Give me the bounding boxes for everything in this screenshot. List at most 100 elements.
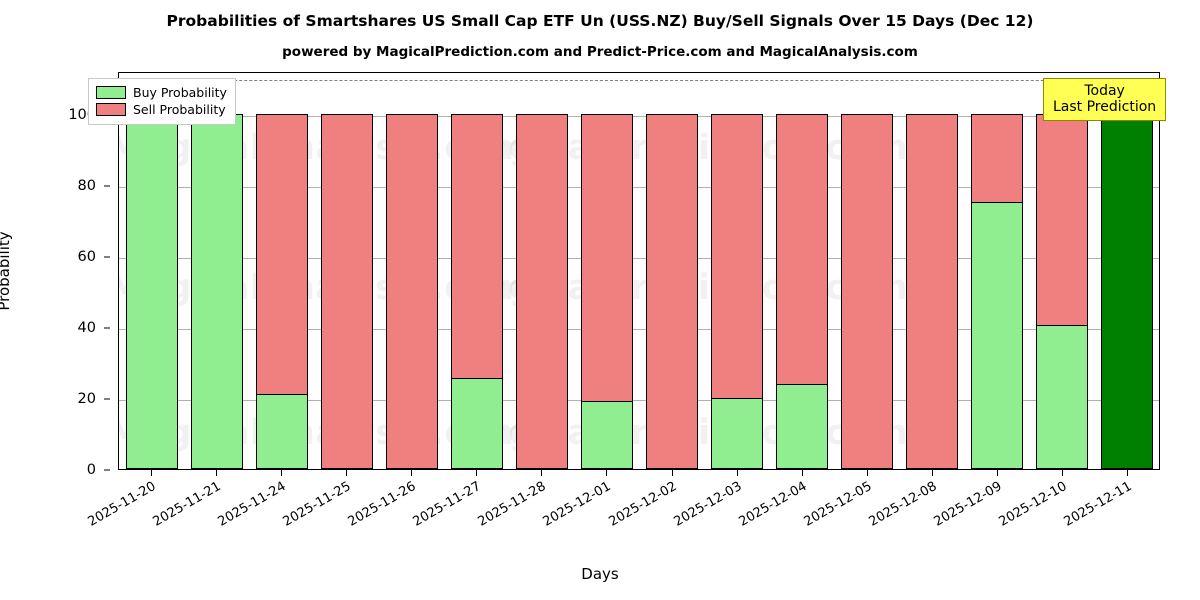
bar-segment-sell[interactable]	[970, 113, 1023, 203]
bar-slot[interactable]	[899, 73, 964, 469]
bar-slot[interactable]	[639, 73, 704, 469]
today-annotation-line2: Last Prediction	[1053, 99, 1157, 116]
y-tick-mark	[104, 185, 110, 187]
bar-slot[interactable]	[834, 73, 899, 469]
bar-segment-sell[interactable]	[905, 113, 958, 469]
bar-slot[interactable]	[509, 73, 574, 469]
y-tick-label: 20	[77, 390, 96, 407]
y-axis-ticks: 0 20 40 60 80 100	[0, 72, 110, 478]
bar-segment-sell[interactable]	[840, 113, 893, 469]
bar-segment-sell[interactable]	[775, 113, 828, 384]
gridline	[119, 328, 1159, 330]
bar-series-container	[119, 73, 1159, 469]
bar-slot[interactable]	[444, 73, 509, 469]
bar-segment-sell[interactable]	[515, 113, 568, 469]
threshold-dashed-line	[119, 80, 1159, 82]
gridlines	[119, 73, 1159, 469]
x-tick-mark	[1062, 470, 1064, 476]
stacked-bar[interactable]	[1035, 73, 1088, 469]
y-tick-mark	[104, 256, 110, 258]
y-tick-mark	[104, 327, 110, 329]
legend-label-buy: Buy Probability	[133, 85, 227, 100]
y-axis-label: Probability	[0, 231, 13, 311]
x-tick-mark	[997, 470, 999, 476]
bar-slot[interactable]	[1094, 73, 1159, 469]
x-tick-mark	[345, 470, 347, 476]
bar-segment-sell[interactable]	[645, 113, 698, 469]
stacked-bar[interactable]	[970, 73, 1023, 469]
stacked-bar[interactable]	[255, 73, 308, 469]
y-tick-mark	[104, 398, 110, 400]
stacked-bar[interactable]	[840, 73, 893, 469]
bar-segment-buy[interactable]	[255, 394, 308, 469]
y-tick-mark	[104, 469, 110, 471]
chart-subtitle: powered by MagicalPrediction.com and Pre…	[282, 44, 918, 60]
bar-slot[interactable]	[769, 73, 834, 469]
bar-segment-sell[interactable]	[320, 113, 373, 469]
bar-slot[interactable]	[704, 73, 769, 469]
x-tick-mark	[932, 470, 934, 476]
y-tick-label: 80	[77, 177, 96, 194]
x-axis-label: Days	[581, 565, 619, 583]
legend-item-buy: Buy Probability	[96, 84, 227, 101]
page-title: Probabilities of Smartshares US Small Ca…	[166, 12, 1034, 30]
x-axis-ticks: 2025-11-20 2025-11-21 2025-11-24 2025-11-25…	[85, 470, 1160, 580]
stacked-bar[interactable]	[190, 73, 243, 469]
today-annotation-line1: Today	[1084, 83, 1125, 99]
stacked-bar[interactable]	[905, 73, 958, 469]
x-tick-mark	[476, 470, 478, 476]
bar-slot[interactable]	[379, 73, 444, 469]
x-tick-mark	[736, 470, 738, 476]
gridline	[119, 115, 1159, 117]
bar-segment-sell[interactable]	[255, 113, 308, 395]
x-tick-mark	[215, 470, 217, 476]
bar-segment-sell[interactable]	[710, 113, 763, 398]
y-tick-label: 0	[86, 462, 96, 478]
legend-swatch-sell-icon	[96, 103, 126, 116]
stacked-bar[interactable]	[320, 73, 373, 469]
stacked-bar[interactable]	[450, 73, 503, 469]
bar-slot[interactable]	[314, 73, 379, 469]
bar-segment-buy[interactable]	[970, 202, 1023, 469]
stacked-bar[interactable]	[1100, 73, 1153, 469]
today-annotation: Today Last Prediction	[1043, 78, 1167, 122]
bar-slot[interactable]	[1029, 73, 1094, 469]
y-tick-label: 40	[77, 319, 96, 336]
y-tick-label: 60	[77, 248, 96, 265]
bar-segment-buy[interactable]	[1035, 325, 1088, 469]
gridline	[119, 399, 1159, 401]
legend-item-sell: Sell Probability	[96, 101, 227, 118]
bar-slot[interactable]	[119, 73, 184, 469]
bar-slot[interactable]	[964, 73, 1029, 469]
x-tick-mark	[280, 470, 282, 476]
plot-area: MagicalAnalysis.comMagicalPrediction.com…	[118, 72, 1160, 470]
stacked-bar[interactable]	[710, 73, 763, 469]
bar-segment-sell[interactable]	[580, 113, 633, 402]
bar-segment-buy[interactable]	[580, 401, 633, 469]
bar-segment-buy[interactable]	[190, 113, 243, 469]
x-tick-mark	[411, 470, 413, 476]
bar-segment-buy[interactable]	[775, 383, 828, 469]
legend-label-sell: Sell Probability	[133, 102, 226, 117]
bar-segment-sell[interactable]	[385, 113, 438, 469]
stacked-bar[interactable]	[580, 73, 633, 469]
x-tick-mark	[1127, 470, 1129, 476]
stacked-bar[interactable]	[125, 73, 178, 469]
legend-swatch-buy-icon	[96, 86, 126, 99]
bar-segment-buy[interactable]	[125, 113, 178, 469]
stacked-bar[interactable]	[645, 73, 698, 469]
bar-slot[interactable]	[184, 73, 249, 469]
bar-slot[interactable]	[249, 73, 314, 469]
stacked-bar[interactable]	[775, 73, 828, 469]
stacked-bar[interactable]	[385, 73, 438, 469]
x-tick-mark	[541, 470, 543, 476]
bar-segment-sell[interactable]	[450, 113, 503, 379]
bar-segment-sell[interactable]	[1035, 113, 1088, 326]
stacked-bar[interactable]	[515, 73, 568, 469]
x-tick-mark	[801, 470, 803, 476]
chart-legend: Buy Probability Sell Probability	[88, 78, 236, 125]
bar-segment-today[interactable]	[1100, 113, 1153, 469]
bar-segment-buy[interactable]	[710, 397, 763, 469]
bar-slot[interactable]	[574, 73, 639, 469]
bar-segment-buy[interactable]	[450, 378, 503, 469]
